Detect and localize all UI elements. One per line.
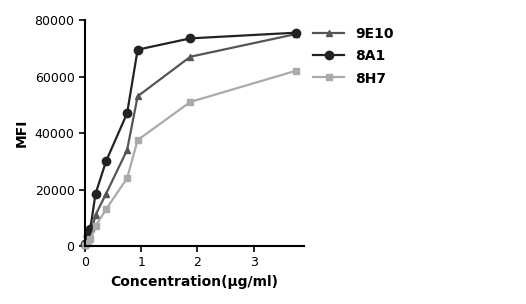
8H7: [135, 138, 141, 142]
8H7: [124, 176, 130, 180]
9E10: [85, 239, 91, 242]
9E10: [82, 243, 88, 247]
8A1: [93, 192, 99, 195]
8A1: [187, 36, 194, 40]
8H7: [103, 207, 109, 211]
8H7: [82, 244, 88, 247]
9E10: [135, 95, 141, 98]
8A1: [85, 234, 91, 238]
8A1: [124, 111, 130, 115]
8A1: [292, 31, 299, 35]
9E10: [103, 192, 109, 195]
8H7: [292, 69, 299, 73]
8H7: [87, 237, 94, 241]
X-axis label: Concentration(μg/ml): Concentration(μg/ml): [110, 275, 279, 289]
8A1: [87, 227, 94, 231]
8H7: [93, 224, 99, 228]
8H7: [85, 241, 91, 245]
9E10: [87, 234, 94, 238]
Y-axis label: MFI: MFI: [15, 119, 29, 147]
9E10: [93, 213, 99, 217]
9E10: [292, 32, 299, 36]
8A1: [103, 159, 109, 163]
Legend: 9E10, 8A1, 8H7: 9E10, 8A1, 8H7: [313, 27, 393, 86]
9E10: [187, 55, 194, 59]
8A1: [135, 48, 141, 51]
Line: 9E10: 9E10: [82, 31, 299, 248]
Line: 8H7: 8H7: [82, 67, 299, 249]
Line: 8A1: 8A1: [81, 29, 300, 248]
8A1: [82, 242, 88, 246]
8H7: [187, 100, 194, 104]
9E10: [124, 148, 130, 152]
